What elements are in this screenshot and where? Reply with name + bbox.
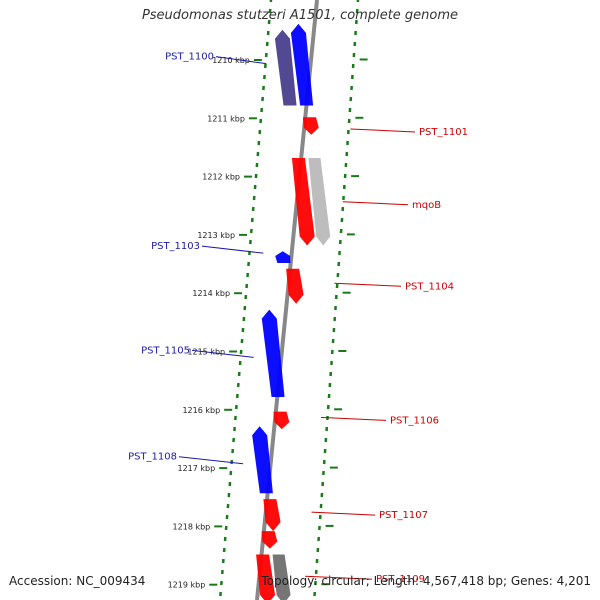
scale-tick-label: 1212 kbp <box>202 173 240 182</box>
gene-pst-1106[interactable] <box>273 411 290 430</box>
gene-label-pst-1107[interactable]: PST_1107 <box>379 510 428 521</box>
gene-pst-1100[interactable] <box>274 29 297 106</box>
scale-tick-label: 1219 kbp <box>168 581 206 590</box>
accession-text: Accession: NC_009434 <box>9 574 146 588</box>
gene-pst-1103[interactable] <box>275 251 291 263</box>
scale-tick-label: 1217 kbp <box>178 464 216 473</box>
scale-tick-label: 1210 kbp <box>212 56 250 65</box>
gene-unlabeled[interactable] <box>308 158 331 246</box>
scale-tick-label: 1216 kbp <box>182 406 220 415</box>
gene-pst-1101[interactable] <box>303 117 319 135</box>
gene-label-pst-1104[interactable]: PST_1104 <box>405 281 454 292</box>
gene-pst-1107[interactable] <box>263 499 281 532</box>
gene-label-pst-1103[interactable]: PST_1103 <box>151 241 200 252</box>
gene-label-leader <box>178 456 244 465</box>
gene-label-pst-1101[interactable]: PST_1101 <box>419 127 468 138</box>
genome-title: Pseudomonas stutzeri A1501, complete gen… <box>141 8 459 23</box>
gene-label-leader <box>215 56 267 65</box>
scale-tick-label: 1213 kbp <box>197 231 235 240</box>
gene-unlabeled[interactable] <box>261 531 278 549</box>
gene-label-pst-1109[interactable]: PST_1109 <box>376 574 425 585</box>
gene-mqob[interactable] <box>291 158 315 246</box>
gene-label-pst-1105[interactable]: PST_1105 <box>141 345 190 356</box>
gene-label-leader <box>320 416 387 421</box>
gene-label-leader <box>311 511 376 516</box>
gene-pst-1104[interactable] <box>286 268 304 304</box>
gene-label-pst-1108[interactable]: PST_1108 <box>128 452 177 463</box>
gene-label-leader <box>191 349 254 358</box>
gene-label-leader <box>342 201 409 206</box>
scale-tick-label: 1218 kbp <box>173 522 211 531</box>
gene-label-pst-1106[interactable]: PST_1106 <box>390 415 439 426</box>
gene-pst-1108[interactable] <box>252 426 273 494</box>
scale-tick-label: 1211 kbp <box>207 114 245 123</box>
gene-unlabeled[interactable] <box>272 554 291 600</box>
gene-pst-1109[interactable] <box>256 554 276 600</box>
gene-label-leader <box>350 128 416 133</box>
gene-unlabeled[interactable] <box>290 23 314 106</box>
gene-label-mqob[interactable]: mqoB <box>412 200 441 211</box>
topology-text: Topology: circular; Length: 4,567,418 bp… <box>261 574 591 588</box>
gene-label-pst-1100[interactable]: PST_1100 <box>165 52 214 63</box>
gene-pst-1105[interactable] <box>261 309 285 398</box>
scale-tick-label: 1214 kbp <box>192 289 230 298</box>
gene-label-leader <box>334 282 402 287</box>
gene-label-leader <box>201 245 264 254</box>
gene-label-leader <box>305 575 373 580</box>
